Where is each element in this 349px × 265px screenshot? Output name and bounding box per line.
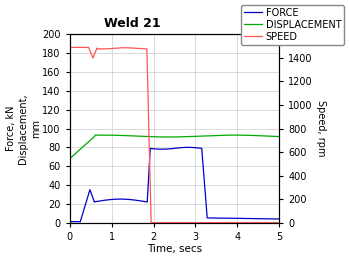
FORCE [68, 220, 72, 223]
Legend: FORCE, DISPLACEMENT, SPEED: FORCE, DISPLACEMENT, SPEED [241, 5, 344, 45]
FORCE [277, 217, 281, 220]
Line: DISPLACEMENT: DISPLACEMENT [70, 135, 279, 159]
SPEED [104, 47, 108, 50]
SPEED [277, 221, 281, 224]
FORCE [91, 198, 96, 201]
Line: SPEED: SPEED [70, 47, 279, 223]
Y-axis label: Force, kN
Displacement,
mm: Force, kN Displacement, mm [6, 93, 41, 164]
SPEED [149, 221, 153, 224]
DISPLACEMENT [277, 135, 281, 138]
DISPLACEMENT [251, 134, 255, 137]
DISPLACEMENT [101, 134, 105, 137]
DISPLACEMENT [91, 136, 96, 139]
DISPLACEMENT [104, 134, 108, 137]
SPEED [157, 221, 161, 224]
Text: Weld 21: Weld 21 [104, 17, 161, 30]
FORCE [157, 148, 161, 151]
Y-axis label: Speed, rpm: Speed, rpm [315, 100, 326, 157]
FORCE [104, 198, 108, 202]
FORCE [148, 150, 152, 153]
Line: FORCE: FORCE [70, 147, 279, 222]
SPEED [251, 221, 255, 224]
DISPLACEMENT [148, 135, 152, 138]
FORCE [273, 217, 277, 220]
FORCE [251, 217, 255, 220]
DISPLACEMENT [157, 135, 161, 139]
X-axis label: Time, secs: Time, secs [147, 244, 202, 254]
SPEED [68, 46, 72, 49]
DISPLACEMENT [68, 157, 72, 160]
DISPLACEMENT [273, 135, 277, 138]
SPEED [148, 182, 152, 185]
SPEED [273, 221, 277, 224]
SPEED [91, 54, 96, 58]
FORCE [186, 146, 190, 149]
